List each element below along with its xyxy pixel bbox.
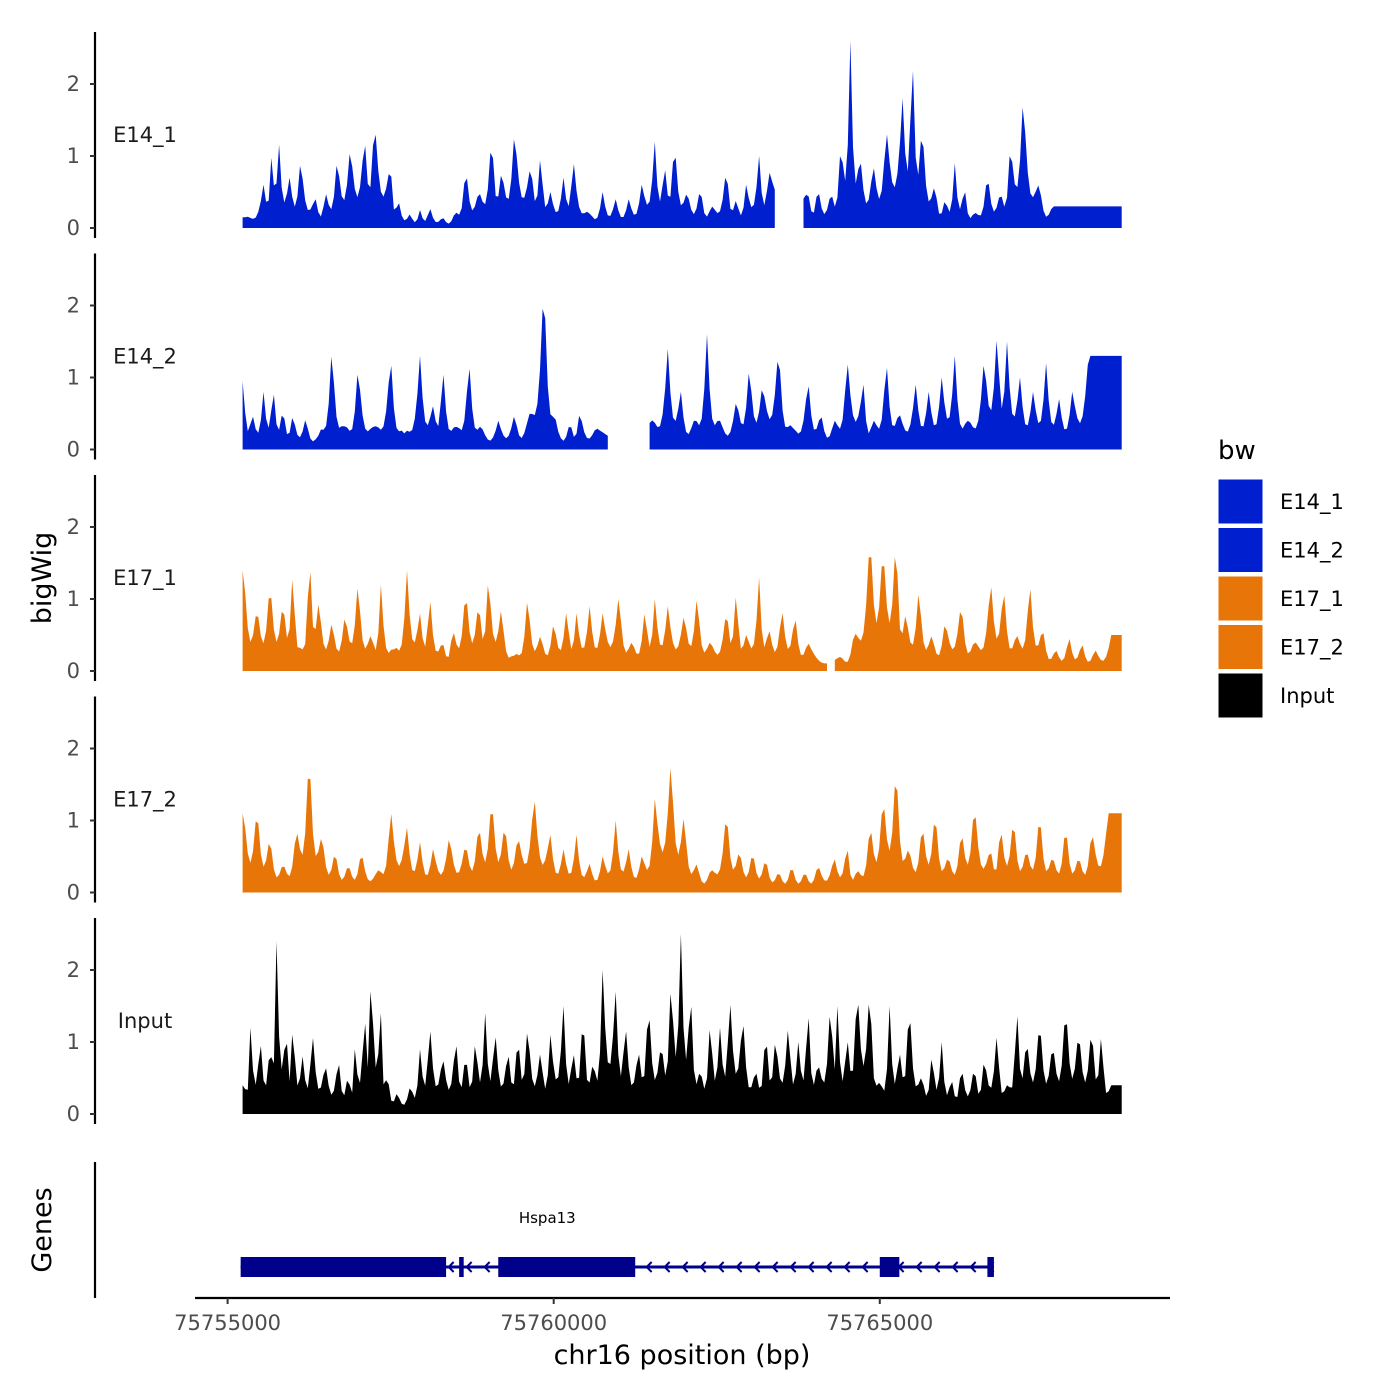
signal-area-Input: [242, 934, 1122, 1114]
y-axis-title: bigWig: [27, 532, 58, 625]
strand-arrow: [735, 1261, 743, 1273]
strand-arrow: [465, 1261, 473, 1273]
y-tick-label: 0: [67, 881, 80, 905]
legend-swatch-E14_2: [1217, 527, 1264, 573]
strand-arrow: [933, 1261, 941, 1273]
x-axis: 75755000 75760000 75765000: [174, 1296, 1170, 1335]
strand-arrow: [951, 1261, 959, 1273]
strand-arrow: [447, 1261, 455, 1273]
strand-arrow: [915, 1261, 923, 1273]
y-tick-label: 1: [67, 144, 80, 168]
gene-exon: [879, 1257, 900, 1277]
legend-swatch-E14_1: [1217, 478, 1264, 525]
y-tick-label: 0: [67, 659, 80, 683]
legend: bw E14_1 E14_2 E17_1 E17_2 Input: [1217, 436, 1344, 719]
y-tick-label: 2: [67, 515, 80, 539]
legend-label-E14_2: E14_2: [1280, 539, 1344, 564]
gene-models: Hspa13: [240, 1209, 995, 1277]
strand-arrow: [789, 1261, 797, 1273]
strand-arrow: [861, 1261, 869, 1273]
strand-arrow: [843, 1261, 851, 1273]
signal-area-E14_2: [242, 308, 608, 450]
y-tick-label: 1: [67, 587, 80, 611]
track-panels: 0 1 2 E14_1 0 1 2 E14_2 0 1 2 E17_1 0 1 2 E17_2 0 1 2 Input: [67, 32, 1122, 1126]
signal-area-E14_2: [649, 334, 1122, 450]
track-E17_2: 0 1 2 E17_2: [67, 696, 1122, 905]
gene-exon: [498, 1257, 636, 1277]
legend-title: bw: [1218, 436, 1256, 466]
x-tick-label: 75765000: [826, 1311, 933, 1335]
signal-area-E14_1: [803, 40, 1122, 228]
genes-axis-title: Genes: [27, 1187, 58, 1272]
y-tick-label: 1: [67, 366, 80, 390]
strand-arrow: [699, 1261, 707, 1273]
gene-Hspa13: Hspa13: [240, 1209, 995, 1277]
strand-arrow: [807, 1261, 815, 1273]
strand-arrow: [717, 1261, 725, 1273]
y-tick-label: 2: [67, 958, 80, 982]
legend-label-Input: Input: [1280, 684, 1334, 708]
gene-name-label: Hspa13: [519, 1209, 576, 1227]
x-axis-title: chr16 position (bp): [554, 1340, 811, 1371]
signal-area-E14_1: [242, 134, 775, 228]
gene-exon: [240, 1257, 447, 1277]
track-label-E17_2: E17_2: [113, 788, 177, 813]
track-Input: 0 1 2 Input: [67, 918, 1122, 1126]
strand-arrow: [483, 1261, 491, 1273]
y-tick-label: 0: [67, 1102, 80, 1126]
y-tick-label: 1: [67, 809, 80, 833]
track-label-E14_1: E14_1: [113, 123, 177, 148]
x-tick-label: 75755000: [174, 1311, 281, 1335]
signal-area-E17_1: [834, 557, 1122, 671]
gene-exon: [987, 1257, 994, 1277]
genes-track: Genes Hspa13: [27, 1162, 995, 1298]
strand-arrow: [681, 1261, 689, 1273]
legend-label-E14_1: E14_1: [1280, 490, 1344, 515]
strand-arrow: [753, 1261, 761, 1273]
legend-label-E17_1: E17_1: [1280, 587, 1344, 612]
signal-area-E17_1: [242, 570, 828, 671]
y-tick-label: 2: [67, 72, 80, 96]
legend-swatch-E17_1: [1217, 575, 1264, 622]
strand-arrow: [825, 1261, 833, 1273]
strand-arrow: [663, 1261, 671, 1273]
strand-arrow: [645, 1261, 653, 1273]
signal-area-E17_2: [242, 768, 1122, 893]
legend-swatch-Input: [1217, 672, 1264, 719]
track-label-E14_2: E14_2: [113, 345, 177, 370]
track-E17_1: 0 1 2 E17_1: [67, 475, 1122, 683]
track-label-Input: Input: [118, 1009, 172, 1033]
strand-arrow: [969, 1261, 977, 1273]
track-label-E17_1: E17_1: [113, 566, 177, 591]
track-E14_2: 0 1 2 E14_2: [67, 253, 1122, 462]
x-tick-label: 75760000: [500, 1311, 607, 1335]
track-E14_1: 0 1 2 E14_1: [67, 32, 1122, 240]
strand-arrow: [771, 1261, 779, 1273]
legend-swatch-E17_2: [1217, 624, 1264, 670]
y-tick-label: 1: [67, 1030, 80, 1054]
y-tick-label: 0: [67, 216, 80, 240]
y-tick-label: 2: [67, 294, 80, 318]
gene-exon: [459, 1257, 464, 1277]
y-tick-label: 0: [67, 438, 80, 462]
legend-label-E17_2: E17_2: [1280, 636, 1344, 661]
y-tick-label: 2: [67, 737, 80, 761]
